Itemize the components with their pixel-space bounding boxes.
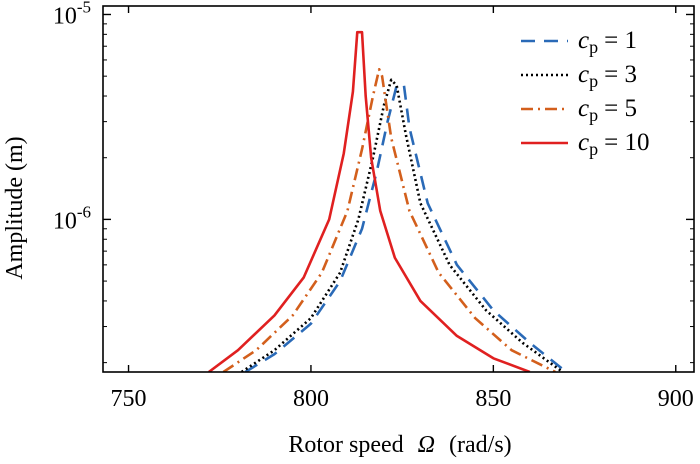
x-tick-label: 800 [293,386,329,412]
series-layer [208,30,568,372]
x-axis-title-unit: (rad/s) [449,432,512,458]
legend-var: c [578,27,589,54]
legend-sub: p [589,37,598,57]
legend-label-1: cp = 1 [578,27,637,57]
legend-value: = 1 [604,27,637,54]
series-line-2 [240,78,564,372]
x-tick-label: 900 [658,386,694,412]
series-line-4 [208,30,531,372]
legend-var: c [578,95,589,122]
y-tick-label: 10-5 [53,0,91,29]
y-tick-label: 10-6 [53,202,91,234]
legend-sub: p [589,71,598,91]
x-axis-title: Rotor speed Ω (rad/s) [288,432,511,458]
axes-layer [102,5,695,373]
x-tick-label: 750 [111,386,147,412]
x-axis-title-symbol: Ω [418,432,435,458]
legend-value: = 10 [604,129,649,156]
legend-label-4: cp = 10 [578,129,649,159]
series-line-1 [244,84,568,372]
legend-sub: p [589,139,598,159]
legend-var: c [578,61,589,88]
y-axis-title: Amplitude (m) [2,136,28,279]
legend-label-2: cp = 3 [578,61,637,91]
legend-value: = 3 [604,61,637,88]
legend-label-3: cp = 5 [578,95,637,125]
x-tick-label: 850 [475,386,511,412]
legend: cp = 1cp = 3cp = 5cp = 10 [521,27,649,159]
legend-var: c [578,129,589,156]
tick-labels: 750 800 850 900 10-6 10-5 [53,0,694,412]
series-line-3 [222,68,556,372]
axes-frame [102,5,695,373]
legend-value: = 5 [604,95,637,122]
legend-sub: p [589,105,598,125]
x-axis-title-prefix: Rotor speed [288,432,403,458]
